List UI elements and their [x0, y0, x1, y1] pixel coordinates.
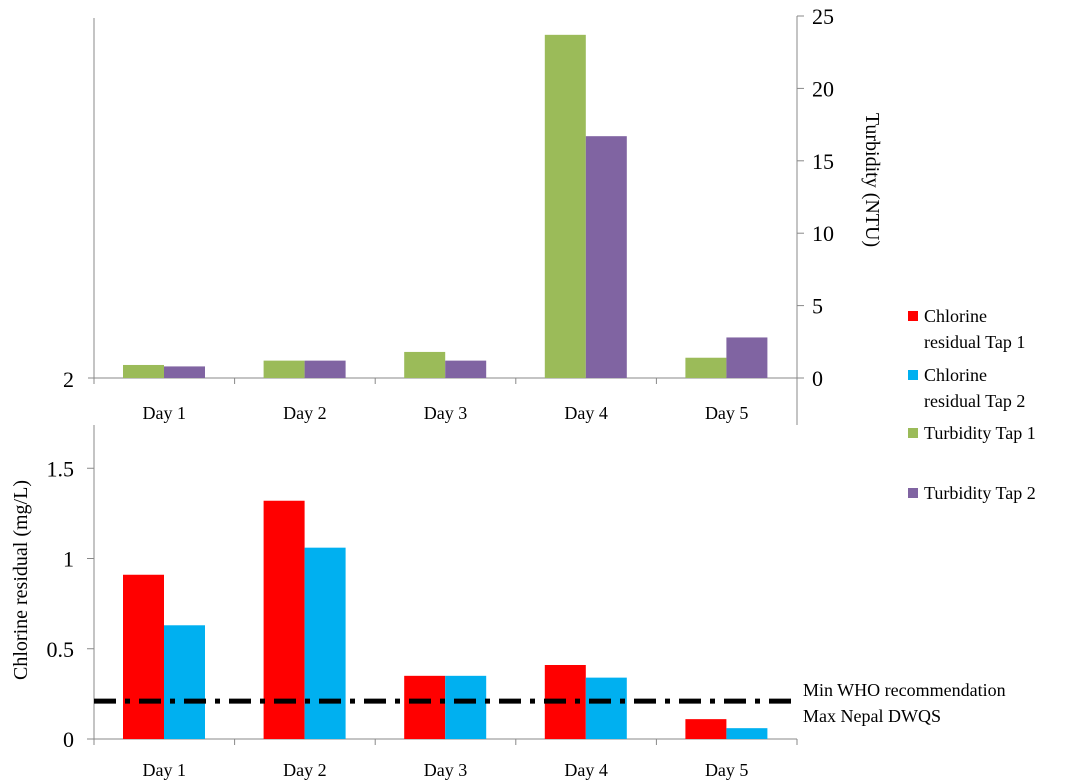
chlorine-bar	[685, 719, 727, 739]
chlorine-bar	[123, 574, 164, 739]
turbidity-bar	[445, 360, 487, 378]
top-x-tick-label: Day 5	[705, 403, 749, 423]
turbidity-bar	[304, 360, 346, 378]
chlorine-bar	[404, 675, 446, 739]
turbidity-tick-label: 0	[812, 366, 823, 391]
reference-annotation: Max Nepal DWQS	[803, 706, 941, 726]
turbidity-bar	[263, 360, 305, 378]
bottom-x-tick-label: Day 4	[564, 760, 608, 780]
legend-label: Turbidity Tap 2	[924, 483, 1036, 503]
turbidity-tick-label: 25	[812, 4, 834, 29]
turbidity-axis-title: Turbidity (NTU)	[861, 113, 883, 247]
bottom-x-tick-label: Day 5	[705, 760, 749, 780]
turbidity-tick-label: 10	[812, 221, 834, 246]
reference-annotation: Min WHO recommendation	[803, 680, 1006, 700]
chlorine-tick-label: 1	[63, 547, 74, 572]
legend-swatch	[908, 370, 918, 380]
legend-label: residual Tap 2	[924, 391, 1025, 411]
legend-label: Turbidity Tap 1	[924, 423, 1036, 443]
legend-label: residual Tap 1	[924, 332, 1025, 352]
bottom-x-tick-label: Day 3	[424, 760, 468, 780]
chlorine-bar	[445, 675, 487, 739]
legend-swatch	[908, 311, 918, 321]
legend-label: Chlorine	[924, 365, 987, 385]
legend-swatch	[908, 428, 918, 438]
chlorine-bar	[726, 728, 768, 739]
turbidity-bar	[404, 351, 446, 378]
legend-label: Chlorine	[924, 306, 987, 326]
chlorine-bar	[164, 625, 205, 739]
chlorine-bar	[585, 677, 627, 739]
legend-swatch	[908, 488, 918, 498]
chlorine-tick-label: 0.5	[47, 637, 75, 662]
bottom-x-tick-label: Day 1	[143, 760, 187, 780]
chlorine-tick-label: 0	[63, 727, 74, 752]
turbidity-tick-label: 20	[812, 76, 834, 101]
turbidity-tick-label: 15	[812, 149, 834, 174]
chlorine-bar	[304, 547, 346, 739]
turbidity-bar	[164, 366, 205, 378]
top-x-tick-label: Day 3	[424, 403, 468, 423]
chlorine-axis-title: Chlorine residual (mg/L)	[10, 480, 32, 680]
turbidity-bar	[585, 136, 627, 378]
top-x-tick-label: Day 2	[283, 403, 327, 423]
top-x-tick-label: Day 4	[564, 403, 608, 423]
chlorine-tick-label: 1.5	[47, 456, 75, 481]
turbidity-bar	[685, 357, 727, 378]
turbidity-bar	[726, 337, 768, 378]
bottom-x-tick-label: Day 2	[283, 760, 327, 780]
top-x-tick-label: Day 1	[143, 403, 187, 423]
turbidity-bar	[544, 34, 586, 378]
turbidity-tick-label: 5	[812, 294, 823, 319]
turbidity-bar	[123, 364, 164, 378]
top-left-tick-label: 2	[63, 367, 74, 392]
